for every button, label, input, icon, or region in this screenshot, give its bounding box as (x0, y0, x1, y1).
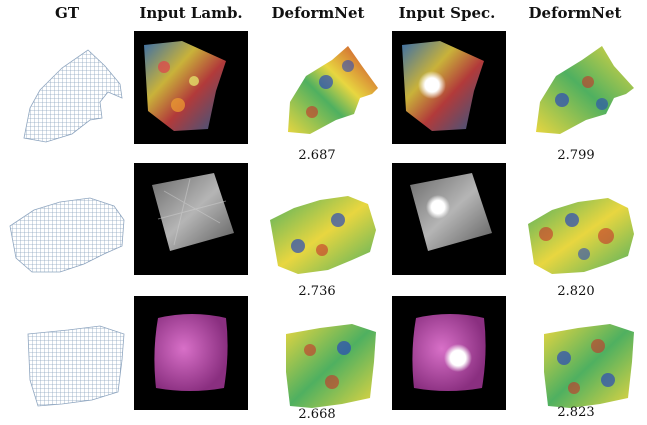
header-input-lambertian: Input Lamb. (139, 4, 243, 22)
input-lambertian-row1 (134, 31, 248, 144)
header-input-specular: Input Spec. (398, 4, 496, 22)
score-lambertian-row2: 2.736 (298, 284, 336, 299)
deformnet-specular-row2 (524, 190, 638, 282)
input-specular-row1 (392, 31, 506, 144)
deformnet-lambertian-row1 (276, 42, 386, 142)
deformnet-lambertian-row3 (280, 318, 380, 412)
gt-mesh-row1 (10, 38, 130, 148)
input-specular-row2 (392, 163, 506, 275)
score-specular-row3: 2.823 (557, 405, 595, 420)
input-lambertian-row3 (134, 296, 248, 410)
header-deformnet-specular: DeformNet (528, 4, 622, 22)
score-lambertian-row3: 2.668 (298, 407, 336, 422)
deformnet-lambertian-row2 (268, 190, 380, 282)
score-specular-row2: 2.820 (557, 284, 595, 299)
score-specular-row1: 2.799 (557, 148, 595, 163)
input-lambertian-row2 (134, 163, 248, 275)
gt-mesh-row2 (4, 188, 128, 278)
header-deformnet-lambertian: DeformNet (271, 4, 365, 22)
deformnet-specular-row3 (538, 318, 638, 412)
score-lambertian-row1: 2.687 (298, 148, 336, 163)
input-specular-row3 (392, 296, 506, 410)
header-gt: GT (55, 4, 79, 22)
gt-mesh-row3 (20, 320, 130, 410)
deformnet-specular-row1 (526, 42, 641, 142)
